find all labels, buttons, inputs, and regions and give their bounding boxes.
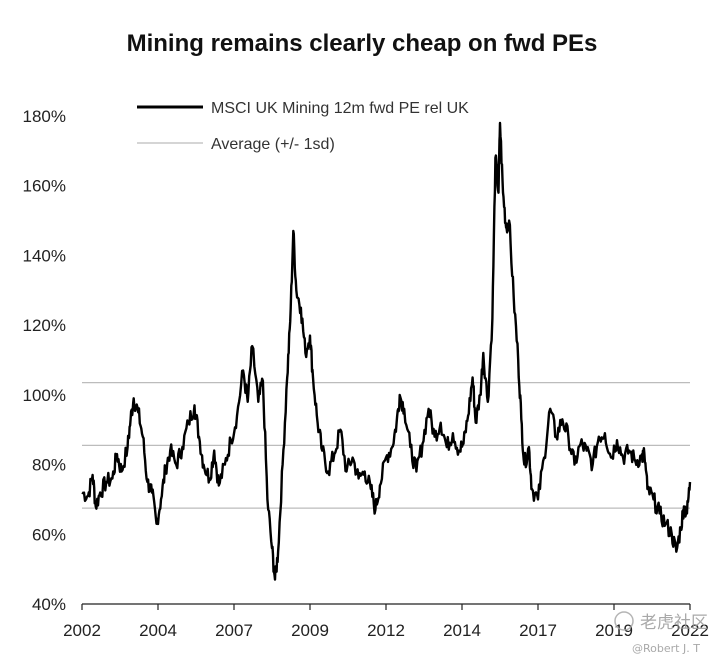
x-tick-label: 2004 xyxy=(139,621,177,640)
x-axis: 2002 2004 2007 2009 2012 2014 2017 2019 2022 xyxy=(63,604,709,640)
x-tick-label: 2012 xyxy=(367,621,405,640)
y-tick-label: 80% xyxy=(32,456,66,475)
watermark: 老虎社区 @Robert J. T xyxy=(614,611,708,655)
watermark-user: @Robert J. T xyxy=(632,642,700,655)
y-tick-label: 180% xyxy=(23,107,66,126)
x-tick-label: 2009 xyxy=(291,621,329,640)
y-tick-label: 120% xyxy=(23,316,66,335)
x-tick-label: 2017 xyxy=(519,621,557,640)
y-tick-label: 40% xyxy=(32,595,66,614)
x-tick-label: 2022 xyxy=(671,621,709,640)
y-tick-label: 60% xyxy=(32,525,66,544)
x-tick-label: 2019 xyxy=(595,621,633,640)
chart-title: Mining remains clearly cheap on fwd PEs xyxy=(126,30,598,57)
reference-lines xyxy=(82,382,690,509)
paw-icon xyxy=(614,611,634,631)
y-tick-label: 100% xyxy=(23,386,66,405)
watermark-brand: 老虎社区 xyxy=(640,613,708,633)
y-axis: 40% 60% 80% 100% 120% 140% 160% 180% xyxy=(23,107,66,614)
series-line-mining-pe xyxy=(81,121,692,581)
x-tick-label: 2002 xyxy=(63,621,101,640)
legend: MSCI UK Mining 12m fwd PE rel UK Average… xyxy=(137,100,469,153)
y-tick-label: 160% xyxy=(23,177,66,196)
legend-label-average: Average (+/- 1sd) xyxy=(211,136,335,153)
x-tick-label: 2014 xyxy=(443,621,481,640)
x-tick-label: 2007 xyxy=(215,621,253,640)
legend-label-series: MSCI UK Mining 12m fwd PE rel UK xyxy=(211,100,469,117)
y-tick-label: 140% xyxy=(23,246,66,265)
series-group xyxy=(81,121,692,581)
